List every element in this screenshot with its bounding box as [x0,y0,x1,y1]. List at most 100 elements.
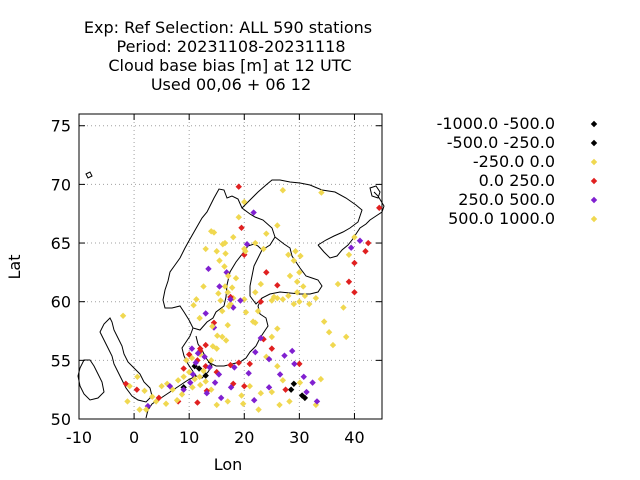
station-point [276,401,283,409]
legend-marker [590,196,598,204]
station-point [215,290,222,297]
station-point [268,345,276,352]
station-point [180,365,187,372]
station-point [286,398,293,405]
station-point [260,245,267,253]
station-point [325,328,333,336]
legend-label: 250.0 500.0 [458,190,555,209]
axis-tick-labels: -10 0 10 20 30 40 50 55 60 65 70 75 [51,117,365,447]
y-axis-label: Lat [5,255,24,280]
station-point [230,380,237,388]
y-tick-label: 60 [51,293,71,312]
station-point [242,248,249,255]
station-point [257,334,264,342]
station-point [205,265,212,273]
station-point [162,400,170,407]
legend-label: 0.0 250.0 [479,171,555,190]
station-point [200,283,207,290]
station-point [235,183,242,190]
coastline-kola-islands [369,185,381,199]
station-point [296,360,303,368]
x-axis-label: Lon [214,455,243,474]
station-point [119,312,127,319]
legend-marker [590,215,598,223]
coastline-iceland-fragment [85,171,93,179]
station-point [202,245,209,253]
station-point [216,283,223,290]
station-point [270,293,278,301]
station-point [136,406,143,413]
station-point [238,392,245,399]
y-tick-label: 55 [51,351,71,370]
coastline-ireland [77,359,105,401]
station-point [268,388,276,396]
legend-label: -250.0 0.0 [473,152,555,171]
station-point [254,307,262,315]
station-point [252,348,259,356]
station-point [189,384,196,391]
axis-ticks [78,114,382,420]
station-point [279,187,287,194]
station-point [293,289,301,296]
station-point [196,314,203,322]
station-point [189,371,197,378]
station-point [230,233,237,241]
station-point [222,250,229,257]
station-point [245,370,252,377]
legend-marker [590,120,598,128]
station-point [356,237,364,244]
station-point [347,244,355,251]
station-point [317,375,325,383]
legend: -1000.0 -500.0-500.0 -250.0-250.0 0.00.0… [437,114,598,228]
station-point [296,269,303,276]
station-point [180,386,187,393]
station-point [263,269,270,276]
station-point [312,294,320,302]
station-point [255,406,262,413]
station-point [301,292,309,300]
station-point [345,251,353,258]
station-point [263,230,270,237]
station-point [289,347,296,355]
station-point [221,283,229,290]
station-point [200,367,207,375]
station-point [309,379,316,386]
legend-label: 500.0 1000.0 [448,209,555,228]
station-point [241,382,248,390]
station-point [342,333,350,341]
station-point [158,382,165,390]
station-point [141,387,148,395]
x-tick-label: -10 [66,428,92,447]
station-point [351,259,358,267]
station-point [274,363,281,370]
station-point [180,373,187,380]
station-point [202,310,209,317]
station-point [318,189,325,196]
station-point [287,386,295,393]
station-point [281,352,288,359]
station-point [241,198,248,206]
station-point [213,401,220,409]
title-line-1: Exp: Ref Selection: ALL 590 stations [84,18,372,37]
station-point [329,341,337,349]
station-point [351,233,358,241]
station-point [219,307,226,315]
station-point [296,298,303,305]
station-point [208,357,215,364]
station-point [202,341,209,349]
station-point [265,384,273,391]
title-line-3: Cloud base bias [m] at 12 UTC [108,56,351,75]
station-point [297,252,304,260]
station-point [274,325,281,332]
station-point [291,360,298,368]
station-point [246,360,253,368]
station-point [231,364,238,371]
x-tick-label: 10 [179,428,199,447]
station-point [345,278,353,285]
station-point [351,289,358,296]
station-point [197,345,204,352]
station-point [216,257,223,264]
y-tick-label: 75 [51,117,71,136]
station-point [203,389,211,397]
station-point [296,379,304,386]
